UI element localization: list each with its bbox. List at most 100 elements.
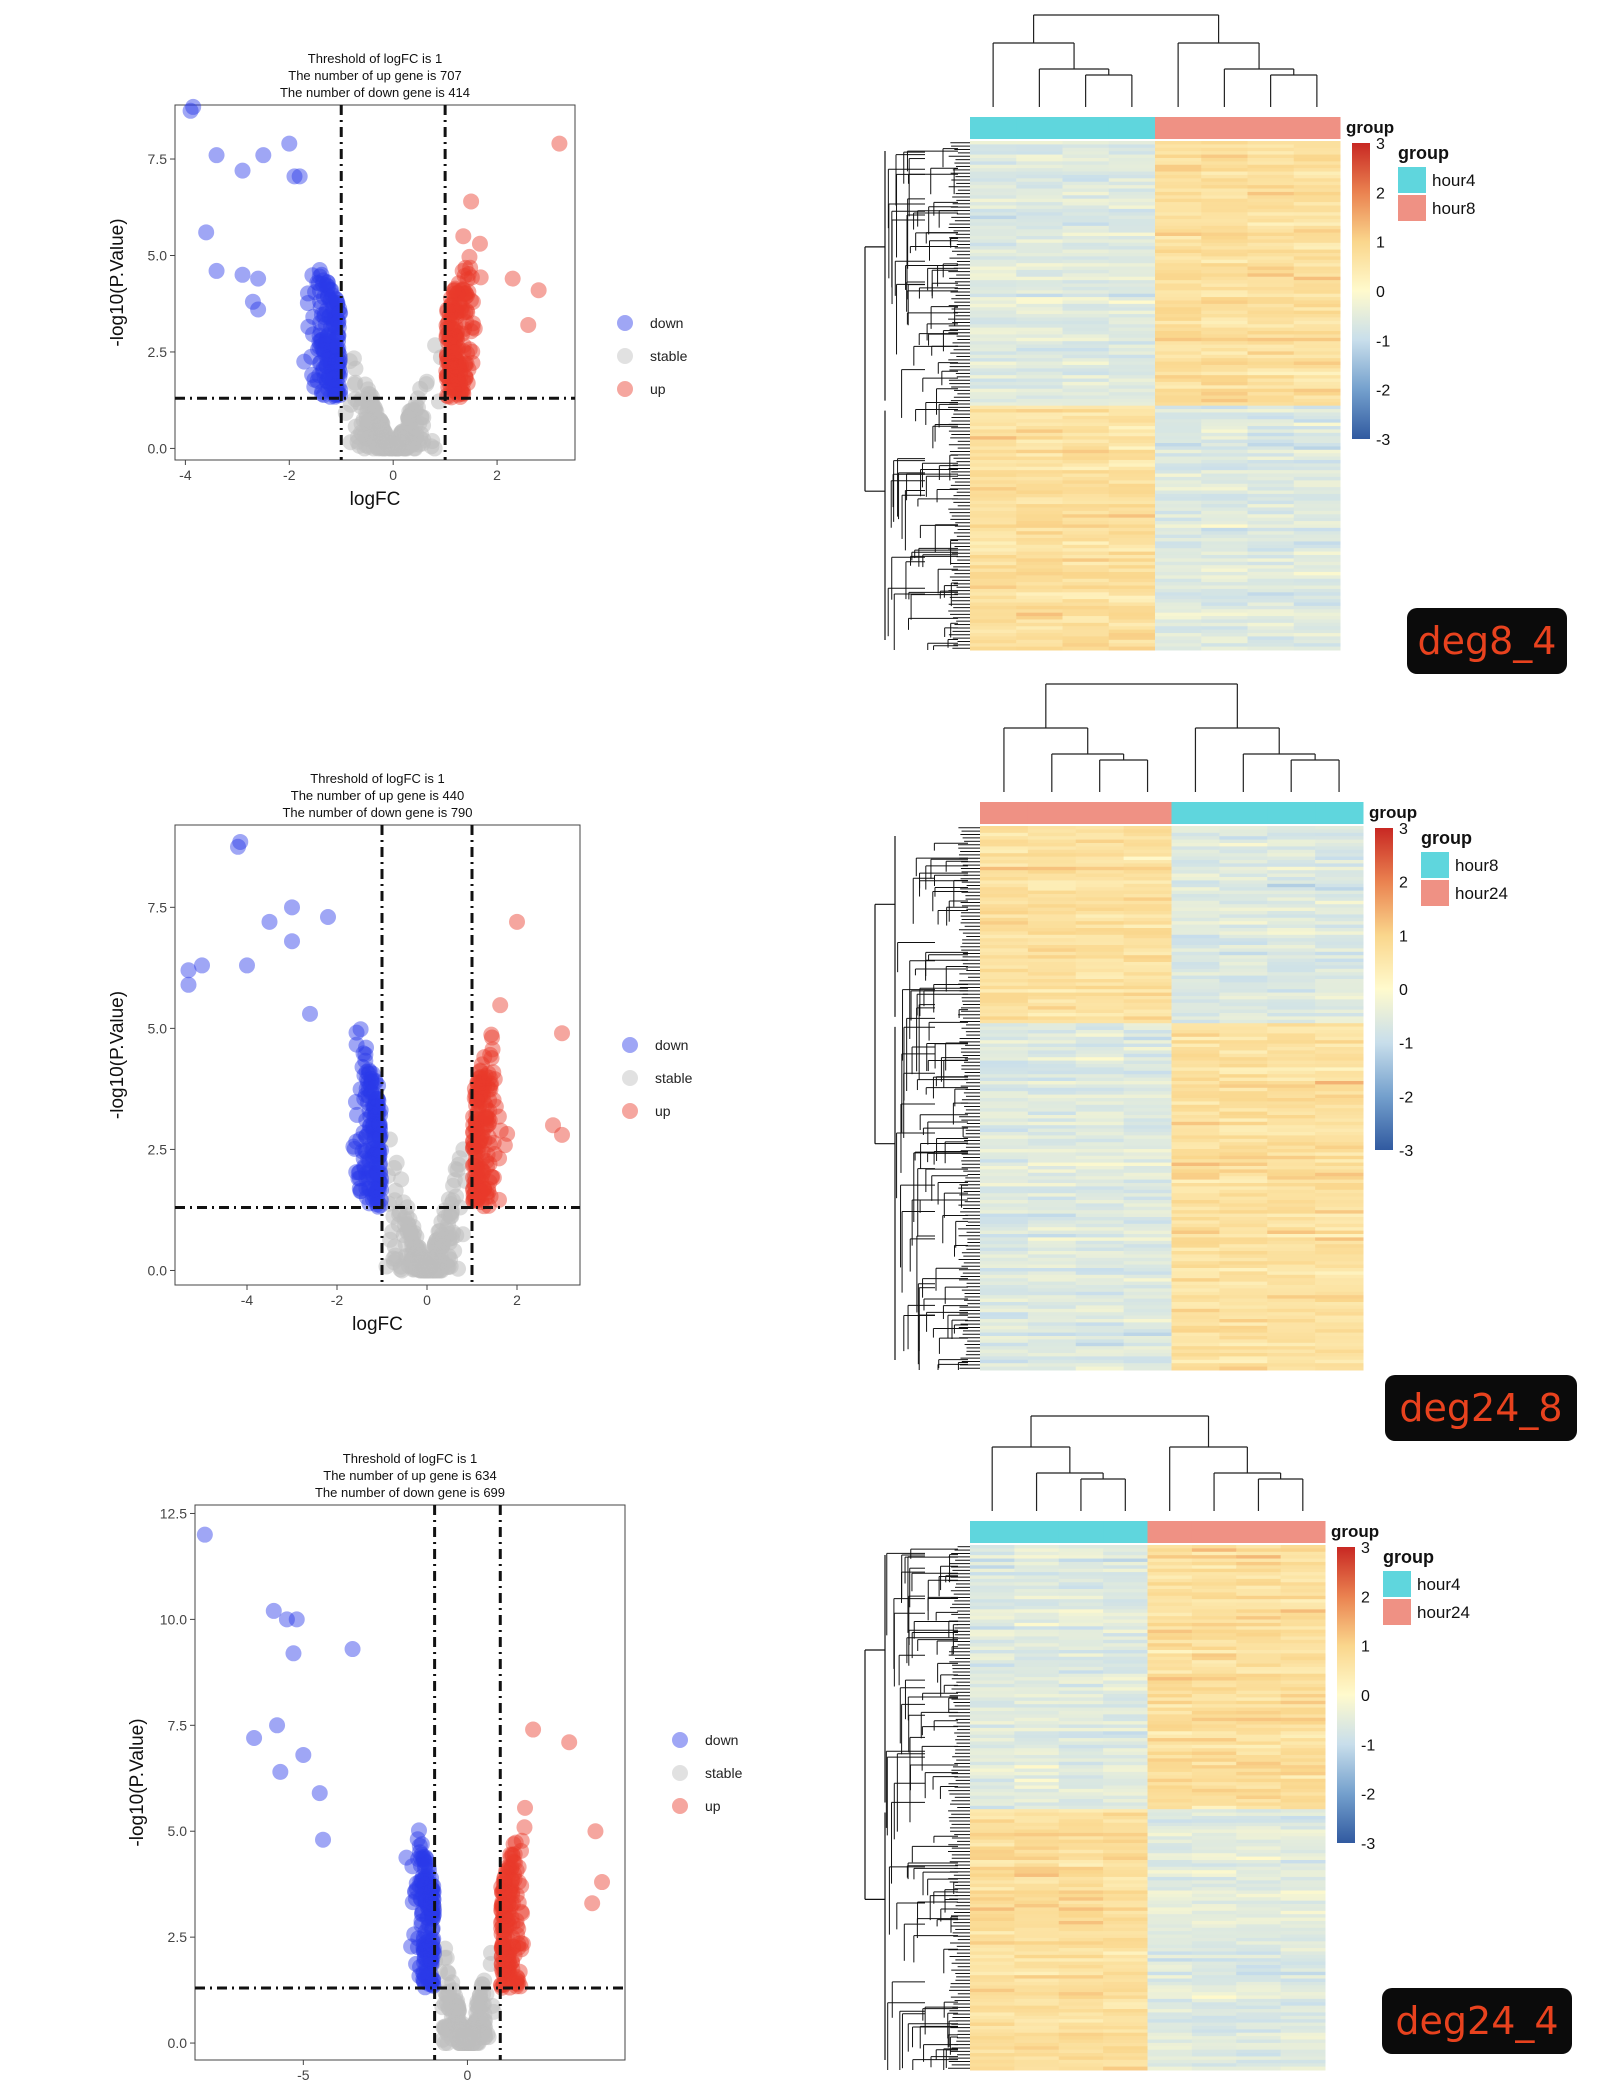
heatmap-cell [1247,446,1295,451]
heatmap-cell [1027,951,1077,956]
heatmap-cell [1201,297,1248,301]
heatmap-cell [970,517,1017,522]
heatmap-cell [1155,524,1202,529]
heatmap-cell [1267,1353,1316,1357]
heatmap-cell [1108,188,1156,193]
heatmap-cell [1219,1315,1268,1320]
heatmap-cell [1108,195,1156,200]
heatmap-cell [1062,212,1110,217]
heatmap-cell [1027,1210,1077,1215]
heatmap-cell [1075,1281,1125,1286]
heatmap-cell [1062,310,1110,315]
up-point [473,1080,490,1097]
down-point [414,1868,431,1885]
up-outlier-point [554,1025,570,1042]
heatmap-cell [1247,324,1295,329]
heatmap-cell [1247,334,1295,339]
heatmap-cell [1108,544,1156,549]
heatmap-cell [1171,1118,1220,1123]
down-outlier-point [286,168,303,185]
heatmap-cell [1293,280,1341,285]
heatmap-cell [1027,972,1077,977]
heatmap-cell [1075,1155,1125,1160]
heatmap-cell [1219,883,1268,888]
heatmap-cell [1247,392,1295,396]
heatmap-cell [1293,249,1341,254]
heatmap-cell [1027,853,1077,858]
heatmap-cell [1201,144,1248,149]
x-tick-label: 0 [389,467,397,483]
down-point [370,1142,387,1159]
heatmap-cell [1293,622,1341,627]
heatmap-cell [1062,293,1110,298]
heatmap-cell [1123,1091,1172,1096]
heatmap-cell [1219,985,1268,990]
up-point [469,1078,486,1095]
heatmap-cell [1247,619,1295,624]
up-point [478,1108,495,1125]
heatmap-cell [1267,1135,1316,1140]
heatmap-cell [1247,246,1295,251]
down-point [360,1081,377,1098]
heatmap-cell [1062,646,1110,651]
heatmap-cell [1315,1227,1364,1232]
heatmap-cell [970,558,1017,563]
heatmap-cell [980,1288,1029,1293]
down-point [416,1881,433,1898]
heatmap-cell [1062,317,1110,322]
heatmap-cell [1315,1172,1364,1177]
heatmap-cell [1155,412,1202,417]
heatmap-cell [1201,269,1248,274]
row-dendrogram [874,827,980,1370]
down-point [356,1067,373,1084]
heatmap-cell [1201,470,1248,475]
heatmap-cell [1219,1257,1268,1262]
heatmap-cell [1108,456,1156,461]
heatmap-cell [1027,968,1077,973]
heatmap-cell [1247,215,1295,220]
heatmap-cell [1171,1234,1220,1238]
heatmap-cell [1123,1342,1172,1347]
heatmap-cell [1108,402,1156,407]
heatmap-cell [1075,1091,1125,1096]
heatmap-cell [1201,395,1248,400]
heatmap-cell [1219,1101,1268,1106]
heatmap-cell [1027,1254,1077,1259]
up-point [474,1143,491,1160]
heatmap-cell [1108,252,1156,257]
up-outlier-point [545,1117,561,1134]
heatmap-cell [1201,548,1248,553]
heatmap-cell [1267,1179,1316,1184]
heatmap-cell [1016,453,1063,458]
heatmap-cell [1108,643,1156,648]
up-point [477,1068,494,1085]
heatmap-cell [1247,327,1295,332]
y-tick-label: 7.5 [148,151,168,167]
heatmap-cell [1219,1261,1268,1266]
heatmap-cell [1315,1254,1364,1259]
heatmap-cell [1016,409,1063,413]
heatmap-cell [1315,1247,1364,1252]
down-point [364,1065,381,1082]
annotation-cell-hour8 [1219,802,1268,824]
heatmap-cell [1075,1291,1125,1296]
heatmap-cell [1075,1053,1125,1058]
heatmap-cell [1293,310,1341,315]
heatmap-cell [1247,266,1295,271]
heatmap-cell [980,1172,1029,1177]
heatmap-cell [1171,870,1220,875]
heatmap-cell [1201,507,1248,512]
down-point [423,1908,440,1925]
color-bar-label: -3 [1376,432,1390,449]
heatmap-cell [1075,938,1125,943]
heatmap-cell [980,1237,1029,1242]
heatmap-cell [1108,521,1156,525]
heatmap-cell [1075,1319,1125,1323]
down-outlier-point [239,957,255,974]
heatmap-cell [1123,921,1172,926]
heatmap-cell [970,249,1017,254]
up-point [438,348,455,365]
heatmap-cell [1016,273,1063,278]
heatmap-cell [1155,463,1202,468]
down-point [369,1098,386,1115]
